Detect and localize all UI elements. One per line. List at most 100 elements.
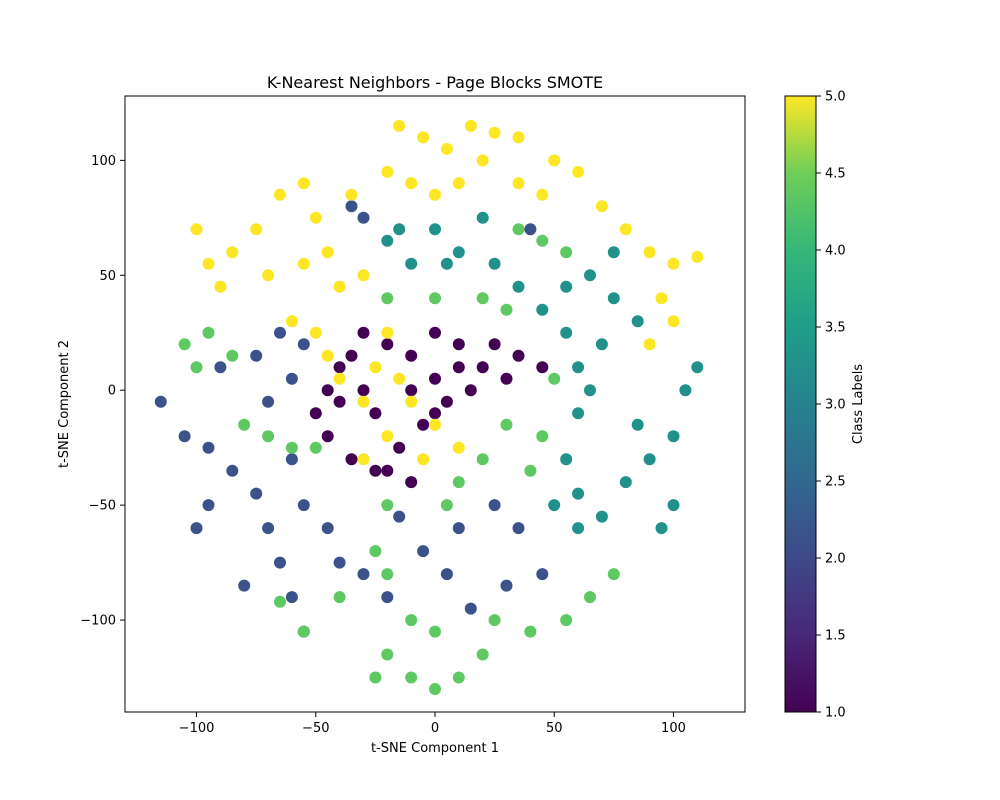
point-class-5 xyxy=(595,200,608,213)
point-class-2 xyxy=(214,361,227,374)
y-tick-label: 100 xyxy=(91,154,116,169)
point-class-1 xyxy=(429,407,441,420)
point-class-4 xyxy=(429,625,441,638)
point-class-1 xyxy=(357,384,370,397)
point-class-3 xyxy=(584,384,596,397)
point-class-4 xyxy=(560,614,573,627)
point-class-1 xyxy=(488,338,501,351)
point-class-5 xyxy=(476,154,489,167)
point-class-4 xyxy=(452,476,465,489)
point-class-2 xyxy=(238,579,251,592)
point-class-4 xyxy=(381,499,394,512)
point-class-4 xyxy=(369,545,382,558)
point-class-5 xyxy=(250,223,263,236)
point-class-1 xyxy=(429,372,441,385)
point-class-3 xyxy=(572,407,585,420)
point-class-5 xyxy=(488,126,501,139)
point-class-5 xyxy=(285,315,298,328)
point-class-3 xyxy=(643,453,656,466)
point-class-4 xyxy=(524,464,537,477)
point-class-2 xyxy=(333,556,346,569)
point-class-5 xyxy=(321,246,334,259)
point-class-5 xyxy=(691,250,704,263)
point-class-4 xyxy=(476,453,489,466)
point-class-1 xyxy=(512,349,525,362)
point-class-5 xyxy=(357,395,370,408)
point-class-3 xyxy=(512,280,525,293)
point-class-2 xyxy=(452,522,465,535)
point-class-5 xyxy=(429,418,441,431)
point-class-4 xyxy=(452,671,465,684)
point-class-5 xyxy=(369,361,382,374)
point-class-5 xyxy=(405,395,418,408)
point-class-4 xyxy=(238,418,251,431)
point-class-5 xyxy=(309,211,322,224)
y-tick-label: −50 xyxy=(89,499,116,514)
point-class-4 xyxy=(309,441,322,454)
point-class-3 xyxy=(655,522,668,535)
y-axis-ticks: −100 −50 0 50 100 xyxy=(80,154,125,629)
point-class-1 xyxy=(405,384,418,397)
point-class-1 xyxy=(369,464,382,477)
point-class-2 xyxy=(297,499,310,512)
point-class-3 xyxy=(667,499,680,512)
point-class-4 xyxy=(405,614,418,627)
point-class-3 xyxy=(560,280,573,293)
point-class-5 xyxy=(643,246,656,259)
colorbar-tick-label: 5.0 xyxy=(825,90,846,105)
point-class-2 xyxy=(357,568,370,581)
point-class-2 xyxy=(202,499,215,512)
point-class-3 xyxy=(560,453,573,466)
point-class-5 xyxy=(667,257,680,270)
point-class-2 xyxy=(440,568,453,581)
colorbar-tick-label: 1.0 xyxy=(825,706,846,721)
point-class-5 xyxy=(226,246,239,259)
point-class-5 xyxy=(190,223,203,236)
point-class-3 xyxy=(572,361,585,374)
point-class-1 xyxy=(464,384,477,397)
point-class-3 xyxy=(440,257,453,270)
point-class-1 xyxy=(429,326,441,339)
point-class-1 xyxy=(417,418,430,431)
point-class-4 xyxy=(607,568,620,581)
point-class-5 xyxy=(345,188,358,201)
point-class-3 xyxy=(679,384,692,397)
point-class-5 xyxy=(393,372,406,385)
point-class-5 xyxy=(202,257,215,270)
point-class-1 xyxy=(393,441,406,454)
point-class-5 xyxy=(572,165,585,178)
point-class-3 xyxy=(619,476,632,489)
x-tick-label: 100 xyxy=(661,721,686,736)
point-class-3 xyxy=(572,522,585,535)
point-class-4 xyxy=(381,648,394,661)
point-class-2 xyxy=(285,453,298,466)
y-tick-label: −100 xyxy=(80,614,116,629)
plot-area xyxy=(124,95,746,713)
point-class-5 xyxy=(333,372,346,385)
point-class-2 xyxy=(274,326,286,339)
point-class-4 xyxy=(536,234,549,247)
point-class-2 xyxy=(524,223,537,236)
point-class-5 xyxy=(452,177,465,190)
point-class-2 xyxy=(321,522,334,535)
point-class-4 xyxy=(369,671,382,684)
point-class-3 xyxy=(631,315,644,328)
point-class-3 xyxy=(607,246,620,259)
point-class-3 xyxy=(381,234,394,247)
point-class-3 xyxy=(476,211,489,224)
point-class-4 xyxy=(500,303,513,316)
colorbar-ticks: 1.0 1.5 2.0 2.5 3.0 3.5 4.0 4.5 5.0 xyxy=(816,90,846,721)
colorbar-label: Class Labels xyxy=(851,364,866,444)
x-tick-label: −100 xyxy=(179,721,215,736)
point-class-5 xyxy=(357,453,370,466)
point-class-5 xyxy=(357,269,370,282)
point-class-5 xyxy=(274,188,286,201)
point-class-1 xyxy=(321,384,334,397)
point-class-2 xyxy=(393,510,406,523)
point-class-4 xyxy=(274,595,286,608)
point-class-5 xyxy=(536,188,549,201)
point-class-4 xyxy=(429,292,441,305)
point-class-4 xyxy=(440,499,453,512)
point-class-3 xyxy=(595,510,608,523)
